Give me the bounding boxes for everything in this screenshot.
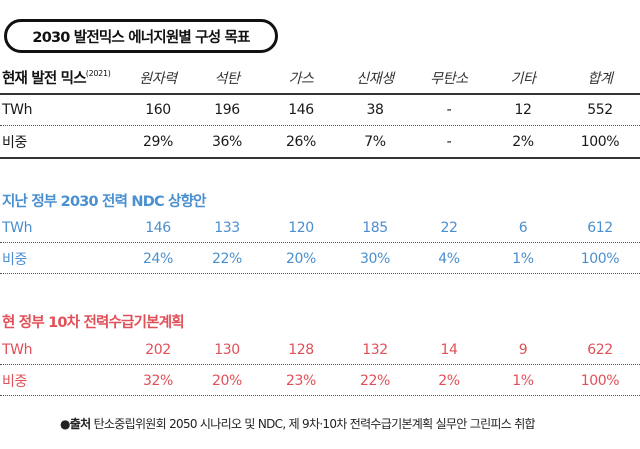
table-row: 비중 24% 22% 20% 30% 4% 1% 100% xyxy=(0,244,640,273)
divider xyxy=(0,242,640,243)
prev-gov-title: 지난 정부 2030 전력 NDC 상향안 xyxy=(2,194,206,210)
cell: 38 xyxy=(366,101,384,118)
divider xyxy=(0,364,640,365)
cell: 6 xyxy=(518,219,528,236)
cell: 133 xyxy=(214,219,240,236)
cell: 130 xyxy=(214,341,240,358)
divider xyxy=(0,395,640,396)
cell: 4% xyxy=(438,250,460,267)
column-header: 석탄 xyxy=(214,70,240,87)
cell: 612 xyxy=(587,219,613,236)
bullet-icon: ● xyxy=(60,417,70,431)
cell: 146 xyxy=(288,101,314,118)
cell: 22% xyxy=(212,250,242,267)
cell: 20% xyxy=(286,250,316,267)
row-label: 비중 xyxy=(2,373,27,390)
cell: - xyxy=(446,101,452,118)
cell: 30% xyxy=(360,250,390,267)
cell: 1% xyxy=(512,372,534,389)
cell: 7% xyxy=(364,133,386,150)
cell: - xyxy=(446,133,452,150)
cell: 185 xyxy=(362,219,388,236)
page-title: 2030 발전믹스 에너지원별 구성 목표 xyxy=(32,29,250,46)
column-header-row: 현재 발전 믹스(2021) 원자력 석탄 가스 신재생 무탄소 기타 합계 xyxy=(0,62,640,93)
curr-gov-title: 현 정부 10차 전력수급기본계획 xyxy=(2,315,185,331)
table-row: 비중 32% 20% 23% 22% 2% 1% 100% xyxy=(0,366,640,395)
cell: 1% xyxy=(512,250,534,267)
current-mix-label-text: 현재 발전 믹스 xyxy=(2,71,87,87)
cell: 100% xyxy=(580,133,620,150)
column-header: 무탄소 xyxy=(430,70,468,87)
table-row: TWh 160 196 146 38 - 12 552 xyxy=(0,95,640,124)
divider xyxy=(0,93,640,95)
row-label: TWh xyxy=(2,101,33,118)
column-header: 신재생 xyxy=(356,70,394,87)
column-header: 합계 xyxy=(587,70,613,87)
cell: 9 xyxy=(518,341,528,358)
cell: 20% xyxy=(212,372,242,389)
cell: 32% xyxy=(143,372,173,389)
row-label: TWh xyxy=(2,341,33,358)
cell: 120 xyxy=(288,219,314,236)
cell: 146 xyxy=(145,219,171,236)
current-mix-year: (2021) xyxy=(85,69,111,78)
divider xyxy=(0,157,640,159)
current-mix-label: 현재 발전 믹스(2021) xyxy=(0,67,126,88)
cell: 2% xyxy=(438,372,460,389)
column-header: 원자력 xyxy=(139,70,177,87)
cell: 202 xyxy=(145,341,171,358)
source-label: 출처 xyxy=(69,417,91,431)
cell: 24% xyxy=(143,250,173,267)
cell: 100% xyxy=(580,372,620,389)
table-row: 비중 29% 36% 26% 7% - 2% 100% xyxy=(0,127,640,156)
cell: 160 xyxy=(145,101,171,118)
cell: 2% xyxy=(512,133,534,150)
cell: 100% xyxy=(580,250,620,267)
column-header: 기타 xyxy=(510,70,536,87)
title-pill: 2030 발전믹스 에너지원별 구성 목표 xyxy=(4,19,278,53)
divider xyxy=(0,273,640,274)
cell: 14 xyxy=(440,341,458,358)
cell: 29% xyxy=(143,133,173,150)
column-header: 가스 xyxy=(288,70,314,87)
row-label: TWh xyxy=(2,219,33,236)
row-label: 비중 xyxy=(2,251,27,268)
cell: 22 xyxy=(440,219,458,236)
cell: 132 xyxy=(362,341,388,358)
cell: 622 xyxy=(587,341,613,358)
row-label: 비중 xyxy=(2,134,27,151)
cell: 128 xyxy=(288,341,314,358)
cell: 196 xyxy=(214,101,240,118)
cell: 36% xyxy=(212,133,242,150)
source-text: 탄소중립위원회 2050 시나리오 및 NDC, 제 9차·10차 전력수급기본… xyxy=(90,417,536,431)
cell: 23% xyxy=(286,372,316,389)
cell: 12 xyxy=(514,101,532,118)
table-row: TWh 202 130 128 132 14 9 622 xyxy=(0,335,640,364)
cell: 26% xyxy=(286,133,316,150)
cell: 22% xyxy=(360,372,390,389)
source-note: ●출처 탄소중립위원회 2050 시나리오 및 NDC, 제 9차·10차 전력… xyxy=(60,415,536,432)
cell: 552 xyxy=(587,101,613,118)
table-row: TWh 146 133 120 185 22 6 612 xyxy=(0,213,640,242)
divider xyxy=(0,125,640,126)
